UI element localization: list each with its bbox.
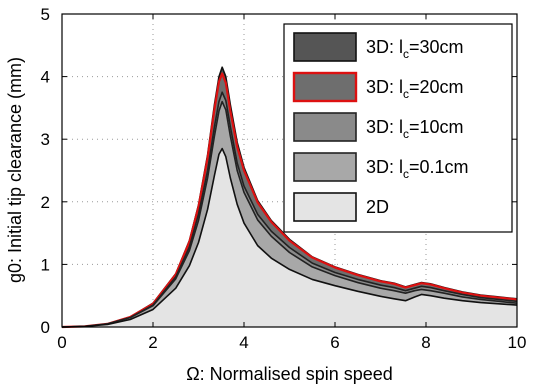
x-axis-label: Ω: Normalised spin speed bbox=[186, 364, 393, 384]
y-tick-label: 2 bbox=[41, 193, 50, 212]
series-line-3 bbox=[61, 100, 518, 328]
legend-swatch-4 bbox=[293, 192, 357, 222]
axis-ticks: 0 2 4 6 8 10 0 1 2 3 4 5 bbox=[41, 5, 527, 352]
legend-swatch-1 bbox=[292, 71, 358, 103]
x-tick-label: 10 bbox=[508, 333, 527, 352]
legend-label-3: 3D: lc=0.1cm bbox=[366, 157, 469, 181]
legend-label-0: 3D: lc=30cm bbox=[366, 37, 464, 61]
y-tick-label: 1 bbox=[41, 255, 50, 274]
legend-label-1: 3D: lc=20cm bbox=[366, 77, 464, 101]
series-areas bbox=[61, 66, 518, 329]
y-tick-label: 4 bbox=[41, 68, 50, 87]
x-tick-label: 6 bbox=[330, 333, 339, 352]
series-line-1 bbox=[61, 72, 518, 329]
legend-label-2: 3D: lc=10cm bbox=[366, 117, 464, 141]
legend-swatch-0 bbox=[293, 32, 357, 62]
x-tick-label: 4 bbox=[239, 333, 248, 352]
x-tick-label: 2 bbox=[148, 333, 157, 352]
series-line-4 bbox=[61, 147, 518, 328]
x-tick-label: 8 bbox=[421, 333, 430, 352]
y-axis-label: g0: Initial tip clearance (mm) bbox=[5, 57, 25, 283]
x-tick-label: 0 bbox=[57, 333, 66, 352]
series-line-2 bbox=[61, 91, 518, 328]
series-area-4 bbox=[62, 148, 517, 327]
legend: 3D: lc=30cm 3D: lc=20cm 3D: lc=10cm 3D: lc=… bbox=[283, 23, 513, 233]
y-tick-label: 0 bbox=[41, 318, 50, 337]
legend-swatch-2 bbox=[293, 112, 357, 142]
legend-swatch-3 bbox=[293, 152, 357, 182]
y-tick-label: 5 bbox=[41, 5, 50, 24]
plot-frame bbox=[61, 13, 518, 328]
y-tick-label: 3 bbox=[41, 130, 50, 149]
legend-label-4: 2D bbox=[366, 197, 389, 217]
